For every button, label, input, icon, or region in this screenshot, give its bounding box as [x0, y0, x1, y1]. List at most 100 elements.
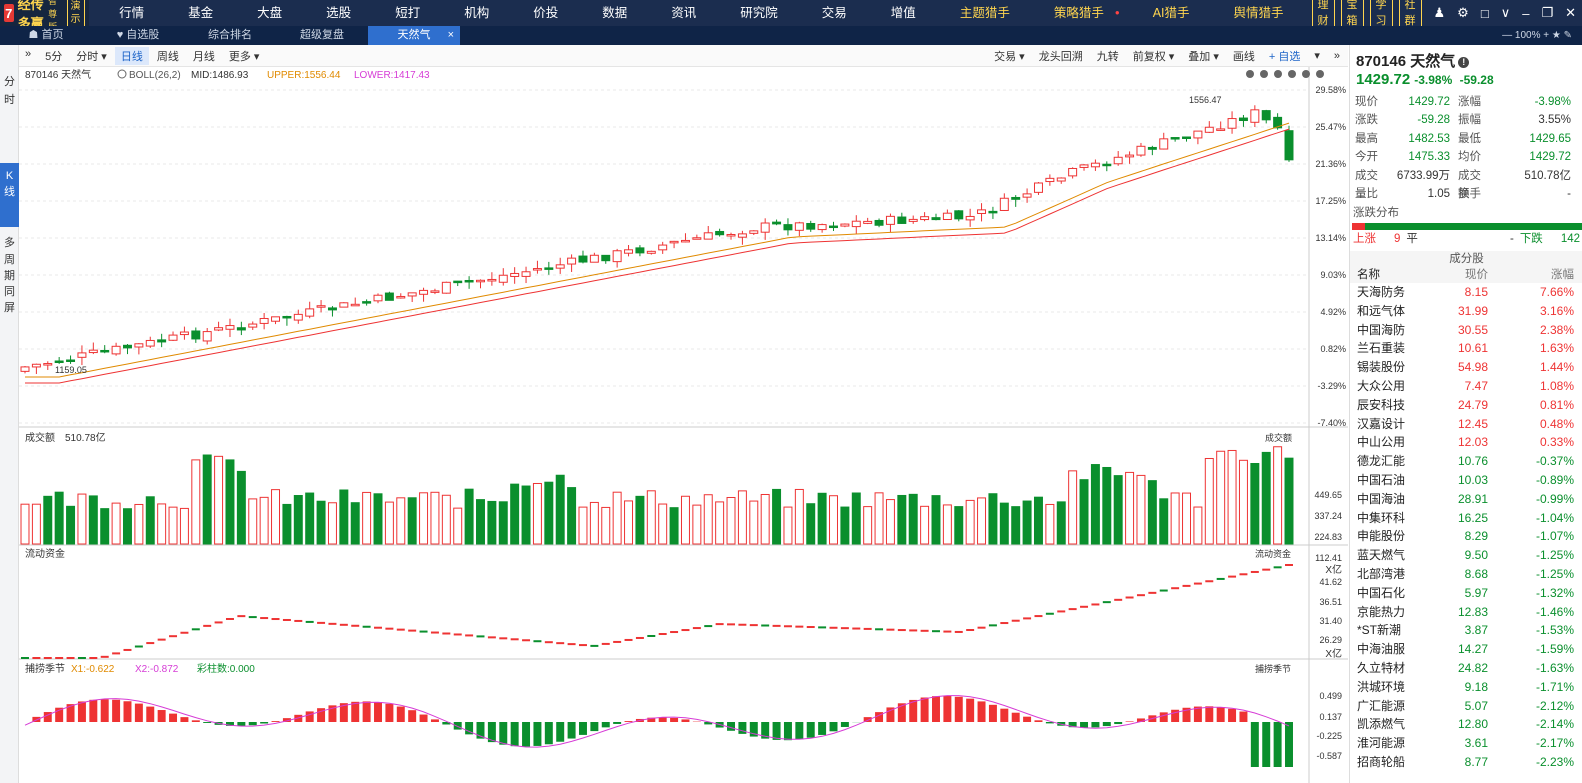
left-switch-8[interactable]: 屏 — [4, 302, 15, 314]
user-icon[interactable]: ♟ — [1433, 5, 1446, 20]
component-row[interactable]: 中国海油 28.91 -0.99% — [1350, 490, 1582, 509]
nav-item-9[interactable]: 研究院 — [718, 0, 800, 26]
nav-item-14[interactable]: AI猎手 — [1131, 0, 1212, 26]
component-row[interactable]: 辰安科技 24.79 0.81% — [1350, 396, 1582, 415]
window-icon[interactable]: □ — [1480, 5, 1489, 21]
tab-close-icon[interactable]: × — [447, 29, 454, 41]
chart-close-icon[interactable] — [1316, 70, 1324, 78]
candle-body — [1136, 145, 1146, 156]
boll-toggle-icon[interactable] — [117, 69, 127, 79]
header-name[interactable]: 名称 — [1357, 269, 1380, 281]
nav-item-6[interactable]: 价投 — [511, 0, 580, 26]
close-icon[interactable]: ✕ — [1565, 5, 1576, 20]
nav-item-2[interactable]: 大盘 — [235, 0, 304, 26]
component-row[interactable]: 凯添燃气 12.80 -2.14% — [1350, 715, 1582, 734]
component-row[interactable]: 汉嘉设计 12.45 0.48% — [1350, 415, 1582, 434]
nav-item-1[interactable]: 基金 — [166, 0, 235, 26]
app-logo[interactable]: 7 经传多赢 智尊版 演示 — [0, 0, 90, 32]
left-switch-1[interactable]: 时 — [4, 94, 15, 106]
toolbar-right-1[interactable]: 龙头回溯 — [1038, 50, 1083, 63]
nav-item-12[interactable]: 主题猎手 — [938, 0, 1032, 26]
component-row[interactable]: 淮河能源 3.61 -2.17% — [1350, 734, 1582, 753]
component-row[interactable]: 锡装股份 54.98 1.44% — [1350, 358, 1582, 377]
left-switch-4[interactable]: 多 — [4, 237, 15, 249]
restore-icon[interactable]: ❐ — [1541, 5, 1554, 20]
nav-item-4[interactable]: 短打 — [373, 0, 442, 26]
component-row[interactable]: 中集环科 16.25 -1.04% — [1350, 509, 1582, 528]
component-row[interactable]: 中国石化 5.97 -1.32% — [1350, 584, 1582, 603]
component-row[interactable]: 广汇能源 5.07 -2.12% — [1350, 697, 1582, 716]
toolbar-left-5[interactable]: 月线 — [192, 50, 215, 63]
tab-review[interactable]: 超级复盘 — [276, 26, 368, 45]
nav-item-8[interactable]: 资讯 — [649, 0, 718, 26]
nav-item-15[interactable]: 舆情猎手 — [1212, 0, 1306, 26]
nav-item-3[interactable]: 选股 — [304, 0, 373, 26]
kline-switch-active[interactable] — [0, 163, 19, 227]
chart-refresh-icon[interactable] — [1246, 70, 1254, 78]
nav-item-11[interactable]: 增值 — [869, 0, 938, 26]
toolbar-left-0[interactable]: » — [25, 47, 32, 60]
nav-item-7[interactable]: 数据 — [580, 0, 649, 26]
component-row[interactable]: 京能热力 12.83 -1.46% — [1350, 603, 1582, 622]
component-row[interactable]: 招商轮船 8.77 -2.23% — [1350, 753, 1582, 772]
component-row[interactable]: 中海油服 14.27 -1.59% — [1350, 640, 1582, 659]
component-row[interactable]: 北部湾港 8.68 -1.25% — [1350, 565, 1582, 584]
chart-gear-icon[interactable] — [1288, 70, 1296, 78]
nav-item-10[interactable]: 交易 — [800, 0, 869, 26]
nav-item-13[interactable]: 策略猎手 ● — [1032, 0, 1131, 26]
toolbar-right-5[interactable]: 画线 — [1232, 50, 1255, 63]
toolbar-left-4[interactable]: 周线 — [156, 50, 179, 63]
chevron-down-icon[interactable]: ∨ — [1500, 5, 1511, 20]
toolbar-left-6[interactable]: 更多 ▾ — [228, 50, 260, 63]
left-switch-6[interactable]: 期 — [4, 270, 15, 282]
component-row[interactable]: 久立特材 24.82 -1.63% — [1350, 659, 1582, 678]
component-row[interactable]: 大众公用 7.47 1.08% — [1350, 377, 1582, 396]
toolbar-right-0[interactable]: 交易 ▾ — [994, 50, 1025, 63]
chart-zoom-in-icon[interactable] — [1260, 70, 1268, 78]
component-row[interactable]: 兰石重装 10.61 1.63% — [1350, 339, 1582, 358]
component-row[interactable]: 申能股份 8.29 -1.07% — [1350, 527, 1582, 546]
quote-value-2: 1429.65 — [1529, 132, 1571, 145]
zoom-minus-icon[interactable]: — — [1502, 30, 1515, 41]
minimize-icon[interactable]: – — [1522, 5, 1530, 21]
chart-zoom-out-icon[interactable] — [1274, 70, 1282, 78]
toolbar-left-1[interactable]: 5分 — [45, 50, 63, 63]
toolbar-right-6[interactable]: + 自选 — [1268, 50, 1301, 63]
tab-home[interactable]: ☗ 首页 — [0, 26, 92, 45]
zoom-control[interactable]: — 100% + ★ ✎ — [1502, 30, 1582, 41]
tab-natural-gas[interactable]: 天然气 × — [368, 26, 460, 45]
toolbar-left-2[interactable]: 分时 ▾ — [76, 50, 107, 63]
toolbar-right-4[interactable]: 叠加 ▾ — [1188, 50, 1219, 63]
component-row[interactable]: 德龙汇能 10.76 -0.37% — [1350, 452, 1582, 471]
component-row[interactable]: 中国石油 10.03 -0.89% — [1350, 471, 1582, 490]
component-row[interactable]: 中山公用 12.03 0.33% — [1350, 433, 1582, 452]
left-switch-7[interactable]: 同 — [4, 286, 15, 298]
tab-ranking[interactable]: 综合排名 — [184, 26, 276, 45]
kline-chart[interactable]: 29.58% 25.47% 21.36% 17.25% 13.14% 9.03% 4.92%… — [19, 67, 1348, 783]
toolbar-right-8[interactable]: » — [1333, 49, 1340, 62]
tab-watchlist[interactable]: ♥ 自选股 — [92, 26, 184, 45]
chart-help-icon[interactable] — [1302, 70, 1310, 78]
toolbar-right-3[interactable]: 前复权 ▾ — [1132, 50, 1175, 63]
header-change[interactable]: 涨幅 — [1551, 269, 1574, 281]
info-icon[interactable]: ! — [1458, 56, 1470, 68]
component-row[interactable]: *ST新潮 3.87 -1.53% — [1350, 621, 1582, 640]
toolbar-right-2[interactable]: 九转 — [1096, 50, 1119, 63]
toolbar-right-7[interactable]: ▾ — [1314, 50, 1320, 62]
quote-value: -59.28 — [1417, 114, 1450, 127]
zoom-plus-icon[interactable]: + ★ ✎ — [1540, 30, 1572, 41]
component-row[interactable]: 中国海防 30.55 2.38% — [1350, 321, 1582, 340]
nav-item-0[interactable]: 行情 — [97, 0, 166, 26]
left-switch-0[interactable]: 分 — [4, 76, 15, 88]
component-row[interactable]: 蓝天燃气 9.50 -1.25% — [1350, 546, 1582, 565]
header-price[interactable]: 现价 — [1465, 269, 1488, 281]
component-row[interactable]: 和远气体 31.99 3.16% — [1350, 302, 1582, 321]
gear-icon[interactable]: ⚙ — [1457, 5, 1469, 20]
left-switch-2[interactable]: K — [5, 170, 14, 182]
left-switch-5[interactable]: 周 — [4, 254, 15, 266]
component-row[interactable]: 洪城环境 9.18 -1.71% — [1350, 678, 1582, 697]
component-row[interactable]: 天海防务 8.15 7.66% — [1350, 283, 1582, 302]
toolbar-left-3[interactable]: 日线 — [114, 46, 149, 65]
nav-item-5[interactable]: 机构 — [442, 0, 511, 26]
left-switch-3[interactable]: 线 — [4, 186, 15, 198]
